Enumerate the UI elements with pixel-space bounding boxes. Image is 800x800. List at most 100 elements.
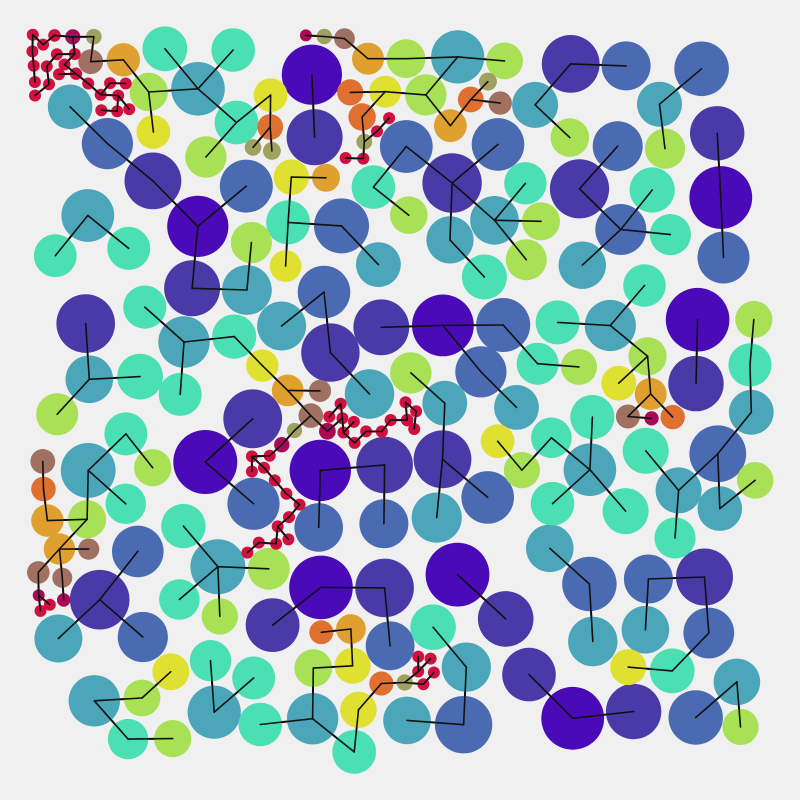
skeleton-line — [718, 479, 757, 510]
skeleton-line — [588, 583, 594, 643]
skeleton-line — [191, 225, 199, 290]
skeleton-line — [69, 106, 109, 145]
skeleton-line — [116, 94, 119, 112]
skeleton-line — [344, 157, 365, 160]
skeleton-line — [235, 94, 272, 124]
skeleton-line — [89, 35, 95, 63]
skeleton-line — [432, 626, 468, 668]
skeleton-line — [178, 565, 219, 601]
skeleton-line — [323, 291, 332, 354]
skeleton-line — [442, 324, 482, 373]
skeleton-line — [328, 402, 342, 418]
skeleton-line — [695, 318, 699, 385]
skeleton-line — [280, 291, 325, 327]
skeleton-line — [589, 416, 594, 471]
skeleton-line — [144, 306, 185, 343]
skeleton-line — [286, 389, 321, 392]
skeleton-line — [209, 659, 215, 714]
skeleton-line — [259, 717, 314, 726]
skeleton-line — [286, 389, 312, 417]
skeleton-line — [556, 321, 612, 327]
skeleton-line — [37, 594, 51, 606]
skeleton-line — [644, 449, 680, 492]
skeleton-line — [357, 682, 383, 711]
skeleton-line — [53, 34, 74, 38]
skeleton-line — [589, 468, 627, 512]
skeleton-line — [404, 401, 409, 421]
skeleton-line — [383, 587, 391, 647]
skeleton-line — [569, 63, 627, 67]
skeleton-line — [217, 565, 270, 570]
skeleton-line — [317, 469, 322, 529]
skeleton-line — [362, 141, 366, 160]
skeleton-line — [34, 83, 50, 97]
skeleton-line — [164, 47, 199, 90]
skeleton-line — [72, 36, 76, 55]
skeleton-line — [320, 628, 352, 634]
skeleton-line — [380, 681, 406, 685]
skeleton-line — [424, 94, 452, 127]
skeleton-line — [87, 82, 102, 96]
skeleton-line — [550, 436, 591, 471]
skeleton-line — [204, 417, 254, 463]
skeleton-line — [424, 56, 459, 96]
skeleton-line — [422, 671, 435, 686]
skeleton-line — [406, 719, 465, 726]
skeleton-line — [383, 464, 386, 525]
skeleton-line — [293, 414, 312, 432]
skeleton-line — [251, 454, 271, 458]
skeleton-line — [87, 469, 127, 505]
skeleton-line — [312, 664, 354, 669]
skeleton-line — [493, 219, 542, 223]
skeleton-line — [288, 503, 301, 518]
skeleton-line — [451, 182, 496, 222]
skeleton-line — [619, 228, 672, 236]
skeleton-line — [100, 109, 118, 112]
skeleton-line — [350, 628, 354, 667]
skeleton-line — [290, 176, 327, 179]
skeleton-line — [84, 322, 91, 381]
skeleton-line — [197, 88, 238, 124]
skeleton-line — [493, 219, 528, 261]
skeleton-line — [403, 681, 425, 686]
skeleton-line — [749, 364, 753, 414]
skeleton-line — [87, 433, 127, 472]
skeleton-line — [87, 214, 130, 250]
skeleton-line — [86, 469, 89, 521]
skeleton-line — [609, 324, 649, 358]
skeleton-line — [609, 284, 646, 327]
skeleton-line — [63, 53, 76, 66]
skeleton-line — [147, 91, 155, 133]
skeleton-line — [45, 53, 58, 68]
skeleton-line — [339, 402, 344, 420]
skeleton-line — [674, 489, 680, 539]
skeleton-line — [502, 324, 539, 365]
skeleton-line — [311, 73, 316, 138]
skeleton-line — [380, 324, 444, 329]
skeleton-line — [191, 287, 248, 291]
skeleton-line — [257, 541, 277, 545]
skeleton-line — [147, 88, 199, 93]
skeleton-line — [63, 63, 77, 75]
skeleton-line — [285, 492, 301, 506]
skeleton-line — [93, 697, 143, 702]
skeleton-line — [403, 670, 420, 684]
skeleton-line — [205, 121, 238, 158]
skeleton-line — [405, 145, 453, 184]
skeleton-line — [127, 737, 174, 740]
skeleton-line — [58, 518, 88, 550]
skeleton-line — [451, 143, 499, 184]
skeleton-line — [251, 455, 265, 469]
skeleton-line — [42, 34, 56, 46]
skeleton-line — [658, 103, 666, 150]
skeleton-line — [37, 548, 61, 574]
skeleton-line — [117, 94, 130, 110]
skeleton-line — [183, 335, 235, 343]
skeleton-line — [319, 464, 386, 472]
skeleton-line — [349, 90, 387, 94]
skeleton-line — [58, 548, 64, 579]
skeleton-line — [372, 186, 410, 216]
skeleton-line — [217, 565, 221, 618]
skeleton-line — [384, 90, 427, 96]
skeleton-line — [57, 598, 101, 640]
